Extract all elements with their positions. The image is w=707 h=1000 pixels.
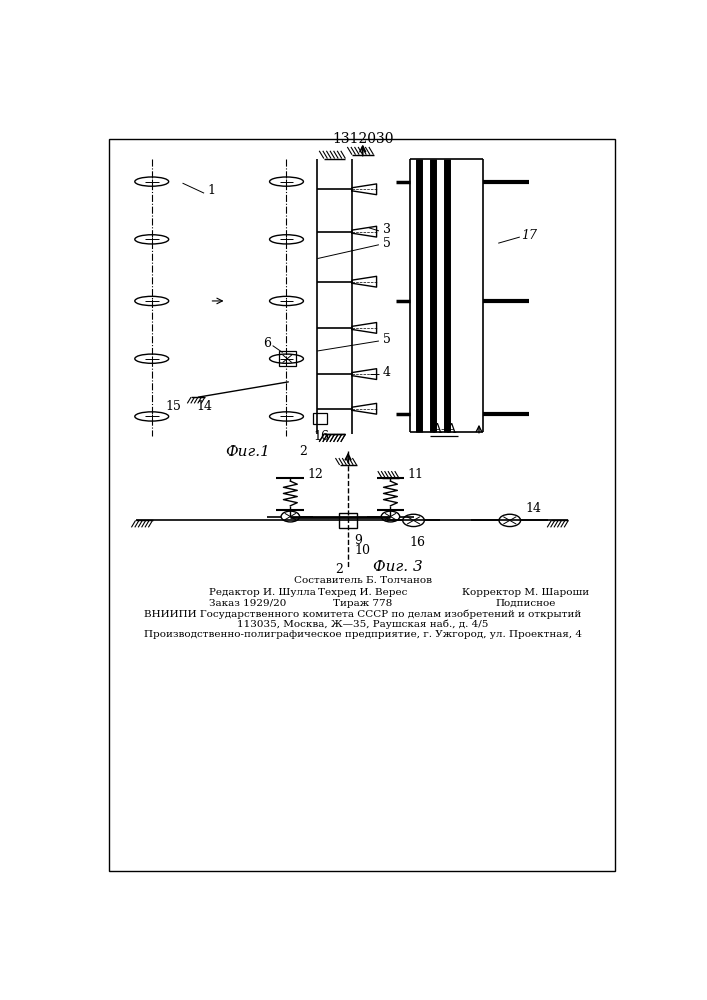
Text: 14: 14 xyxy=(525,502,541,515)
Text: Заказ 1929/20: Заказ 1929/20 xyxy=(209,599,287,608)
Text: 2: 2 xyxy=(335,563,343,576)
Text: Техред И. Верес: Техред И. Верес xyxy=(318,588,407,597)
Bar xyxy=(279,351,296,366)
Text: Подписное: Подписное xyxy=(495,599,556,608)
Text: 4: 4 xyxy=(382,366,391,379)
Text: A–A: A–A xyxy=(432,423,457,436)
Text: Редактор И. Шулла: Редактор И. Шулла xyxy=(209,588,316,597)
Text: 113035, Москва, Ж—35, Раушская наб., д. 4/5: 113035, Москва, Ж—35, Раушская наб., д. … xyxy=(237,620,489,629)
Text: 6: 6 xyxy=(263,337,271,350)
Text: 9: 9 xyxy=(354,534,362,547)
Text: Составитель Б. Толчанов: Составитель Б. Толчанов xyxy=(293,576,432,585)
Text: Фиг. 3: Фиг. 3 xyxy=(373,560,423,574)
Text: Фиг.1: Фиг.1 xyxy=(226,445,271,459)
Bar xyxy=(339,513,357,528)
Text: Корректор М. Шароши: Корректор М. Шароши xyxy=(462,588,589,597)
Bar xyxy=(313,413,327,424)
Text: 10: 10 xyxy=(354,544,370,556)
Text: 11: 11 xyxy=(407,468,423,481)
Text: Тираж 778: Тираж 778 xyxy=(333,599,392,608)
Text: 17: 17 xyxy=(521,229,537,242)
Text: 15: 15 xyxy=(165,400,181,413)
Text: 1312030: 1312030 xyxy=(332,132,394,146)
Text: 12: 12 xyxy=(308,468,323,481)
Text: Производственно-полиграфическое предприятие, г. Ужгород, ул. Проектная, 4: Производственно-полиграфическое предприя… xyxy=(144,630,582,639)
Text: 14: 14 xyxy=(196,400,212,413)
Text: 1: 1 xyxy=(207,184,215,197)
Text: 5: 5 xyxy=(382,333,390,346)
Text: 2: 2 xyxy=(299,445,307,458)
Text: 16: 16 xyxy=(313,430,329,443)
Text: 3: 3 xyxy=(382,223,391,236)
Text: 16: 16 xyxy=(409,536,426,549)
Text: 5: 5 xyxy=(382,237,390,250)
Text: ВНИИПИ Государственного комитета СССР по делам изобретений и открытий: ВНИИПИ Государственного комитета СССР по… xyxy=(144,610,581,619)
